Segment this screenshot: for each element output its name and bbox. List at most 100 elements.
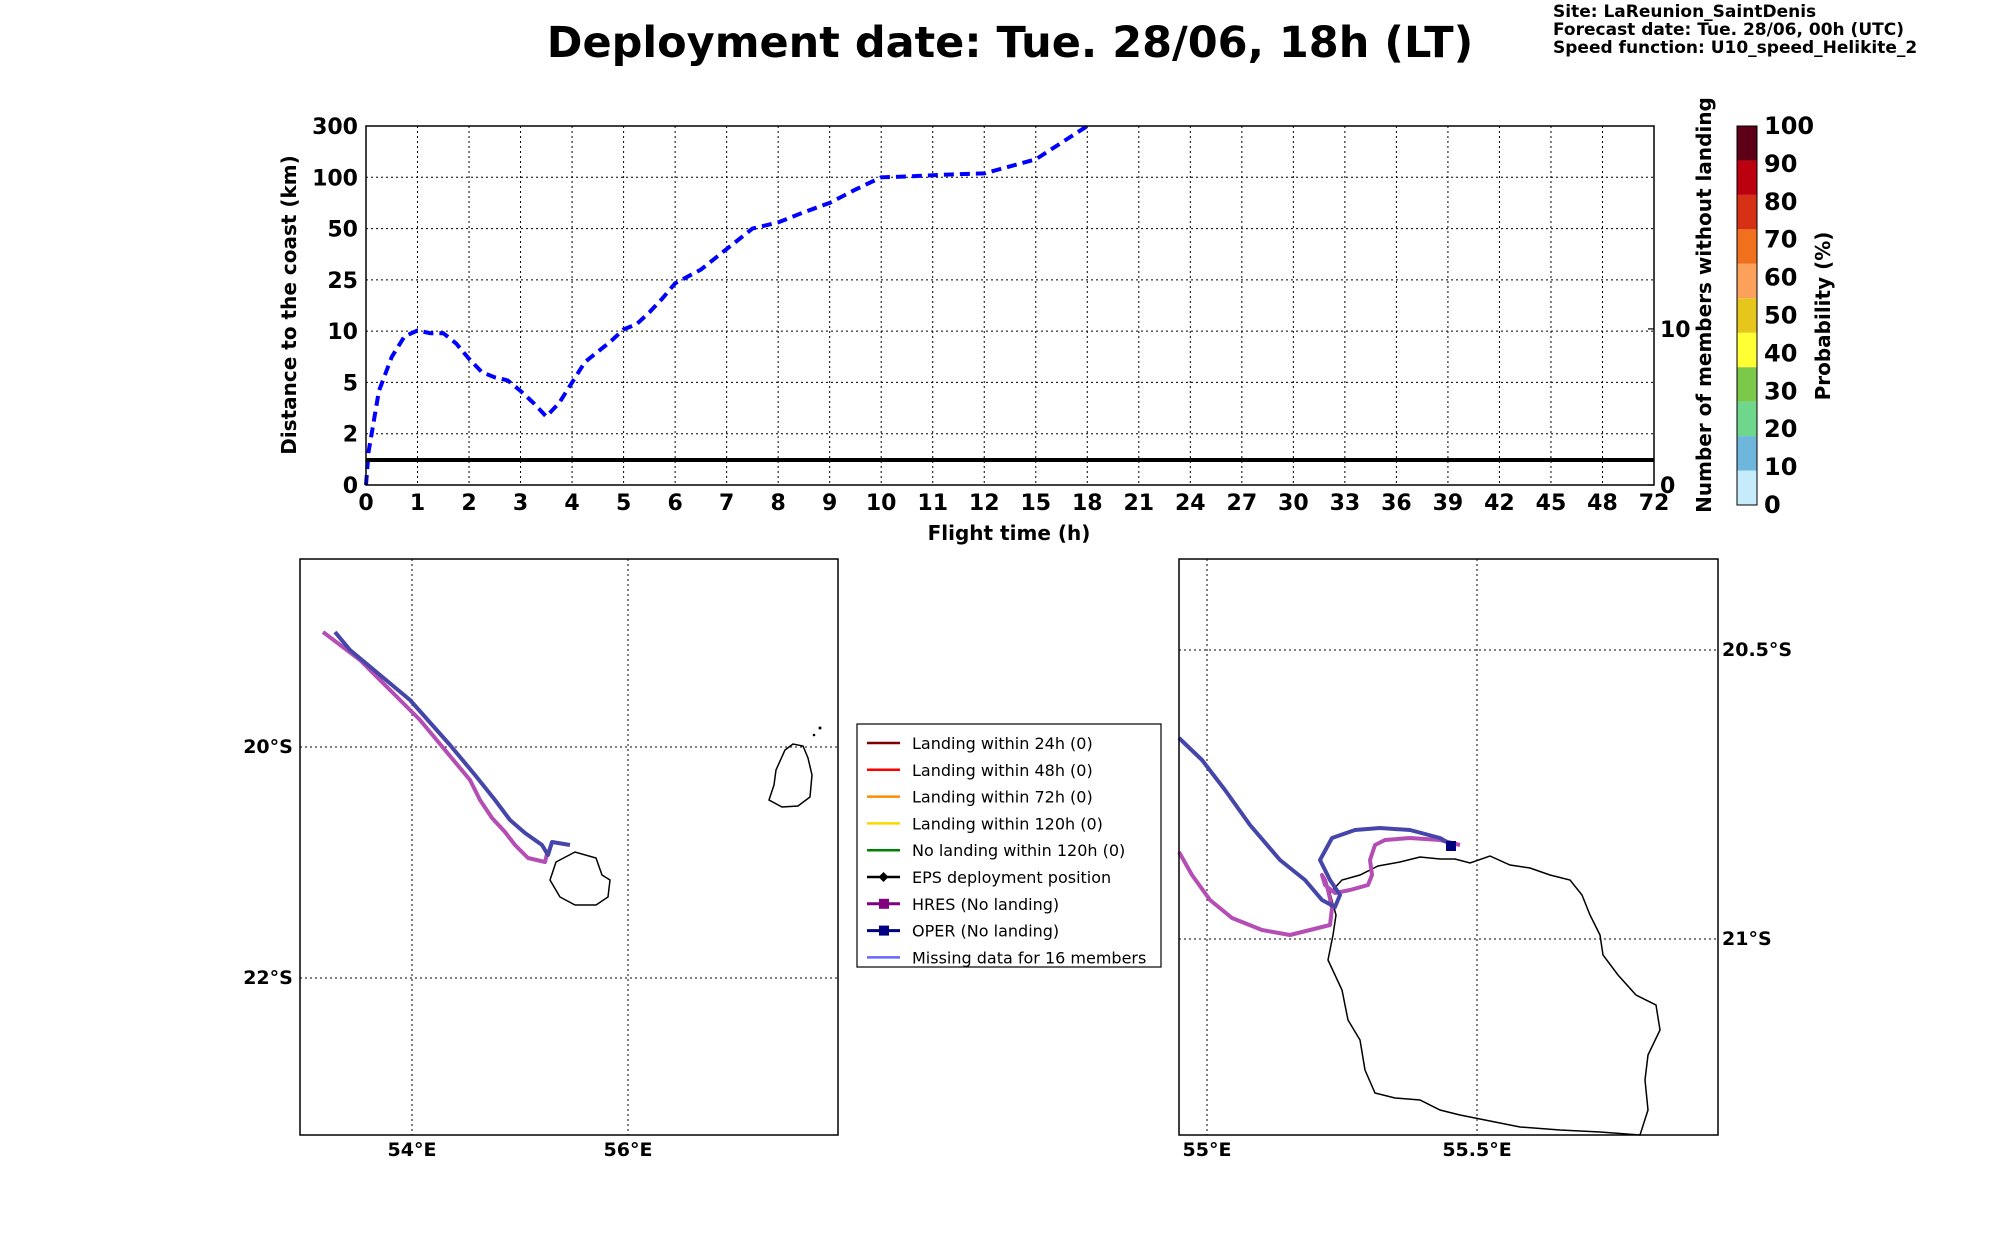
x-tick-label: 8	[771, 491, 786, 516]
map-gridlines	[300, 559, 838, 1135]
colorbar-tick-label: 40	[1764, 339, 1797, 367]
reunion-coastline	[1327, 855, 1661, 1136]
colorbar-tick-label: 70	[1764, 226, 1797, 254]
colorbar-tick-labels: 0 10 20 30 40 50 60 70 80 90 100	[1764, 112, 1814, 519]
lon-label-54e: 54°E	[388, 1139, 437, 1161]
colorbar-cell	[1737, 194, 1757, 230]
y2-axis-label: Number of members without landing	[1692, 97, 1716, 513]
probability-colorbar: 0 10 20 30 40 50 60 70 80 90 100 Probability (%)	[1736, 112, 1835, 519]
y-tick-label: 100	[312, 166, 358, 191]
hres-track	[1177, 836, 1461, 937]
y-tick-label: 300	[312, 115, 358, 140]
legend-label: Landing within 72h (0)	[912, 788, 1093, 807]
colorbar-tick-label: 100	[1764, 112, 1814, 140]
colorbar-tick-label: 60	[1764, 264, 1797, 292]
islet-marker	[818, 726, 822, 730]
x-tick-labels: 0 1 2 3 4 5 6 7 8 9 10 11 12 15 18 21 24 27 30 33 36 39 42 45 48…	[358, 491, 1669, 516]
colorbar-tick-label: 20	[1764, 415, 1797, 443]
x-tick-label: 9	[822, 491, 837, 516]
lat-label-20-5s: 20.5°S	[1722, 639, 1792, 661]
legend-label: Landing within 120h (0)	[912, 814, 1103, 833]
map-frame	[299, 558, 839, 1136]
colorbar-tick-label: 90	[1764, 150, 1797, 178]
legend-label: OPER (No landing)	[912, 922, 1059, 941]
colorbar-cell	[1737, 126, 1757, 161]
x-tick-label: 1	[410, 491, 425, 516]
x-tick-label: 15	[1020, 491, 1051, 516]
x-tick-label: 45	[1536, 491, 1567, 516]
y-tick-label: 25	[327, 269, 358, 294]
colorbar-frame	[1736, 125, 1758, 506]
y-tick-label: 10	[327, 320, 358, 345]
map-gridlines	[1179, 559, 1718, 1135]
colorbar-tick-label: 0	[1764, 491, 1781, 519]
legend-label: No landing within 120h (0)	[912, 841, 1125, 860]
x-tick-label: 36	[1381, 491, 1412, 516]
plot-frame	[365, 125, 1655, 486]
islet-marker	[812, 733, 816, 737]
legend-label: EPS deployment position	[912, 868, 1111, 887]
x-tick-label: 0	[358, 491, 373, 516]
x-tick-label: 42	[1484, 491, 1515, 516]
oper-track	[1177, 736, 1454, 909]
hres-track	[321, 630, 550, 864]
x-tick-label: 10	[866, 491, 897, 516]
colorbar-cell	[1737, 263, 1757, 299]
lat-label-22s: 22°S	[243, 967, 293, 989]
x-tick-label: 33	[1330, 491, 1361, 516]
legend-label: Landing within 24h (0)	[912, 734, 1093, 753]
y-tick-label: 2	[343, 423, 358, 448]
y-tick-label: 5	[343, 371, 358, 396]
y-tick-label: 50	[327, 218, 358, 243]
x-tick-label: 2	[461, 491, 476, 516]
speed-function-label: Speed function: U10_speed_Helikite_2	[1553, 38, 1917, 58]
colorbar-tick-label: 30	[1764, 377, 1797, 405]
legend-label: Missing data for 16 members	[912, 948, 1146, 967]
x-tick-label: 12	[969, 491, 1000, 516]
lat-label-20s: 20°S	[243, 736, 293, 758]
oper-deployment-marker	[1446, 841, 1456, 851]
x-tick-label: 30	[1278, 491, 1309, 516]
reunion-island-outline	[549, 851, 611, 906]
lat-label-21s: 21°S	[1722, 928, 1772, 950]
zoomed-map: 20.5°S 21°S 55°E 55.5°E	[1177, 558, 1792, 1161]
x-tick-label: 18	[1072, 491, 1103, 516]
lon-label-56e: 56°E	[604, 1139, 653, 1161]
x-tick-label: 6	[667, 491, 682, 516]
legend-label: Landing within 48h (0)	[912, 761, 1093, 780]
colorbar-cell	[1737, 229, 1757, 264]
legend-items: Landing within 24h (0) Landing within 48h…	[867, 734, 1146, 967]
distance-series-line	[364, 124, 1089, 486]
mauritius-island-outline	[768, 743, 813, 808]
legend-frame	[856, 723, 1162, 968]
x-tick-label: 72	[1639, 491, 1670, 516]
chart-grid	[366, 126, 1654, 485]
x-tick-label: 24	[1175, 491, 1206, 516]
y2-tick-label: 10	[1660, 318, 1691, 343]
legend-label: HRES (No landing)	[912, 895, 1059, 914]
x-tick-label: 7	[719, 491, 734, 516]
x-tick-label: 21	[1123, 491, 1154, 516]
colorbar-cell	[1737, 401, 1757, 437]
colorbar-cells	[1737, 126, 1757, 505]
y-tick-label: 0	[343, 474, 358, 499]
colorbar-cell	[1737, 332, 1757, 368]
colorbar-cell	[1737, 367, 1757, 402]
lon-label-55-5e: 55.5°E	[1442, 1139, 1511, 1161]
colorbar-cell	[1737, 470, 1757, 505]
colorbar-tick-label: 10	[1764, 453, 1797, 481]
chart-series	[364, 124, 1654, 486]
regional-map: 20°S 22°S 54°E 56°E	[243, 558, 839, 1161]
legend-marker	[879, 925, 889, 936]
y-axis-label: Distance to the coast (km)	[277, 155, 301, 455]
lon-label-55e: 55°E	[1183, 1139, 1232, 1161]
x-tick-label: 3	[513, 491, 528, 516]
colorbar-cell	[1737, 436, 1757, 471]
colorbar-cell	[1737, 298, 1757, 333]
x-tick-label: 4	[564, 491, 579, 516]
x-tick-label: 5	[616, 491, 631, 516]
y2-tick-labels: 0 10	[1648, 318, 1691, 499]
x-tick-label: 48	[1587, 491, 1618, 516]
